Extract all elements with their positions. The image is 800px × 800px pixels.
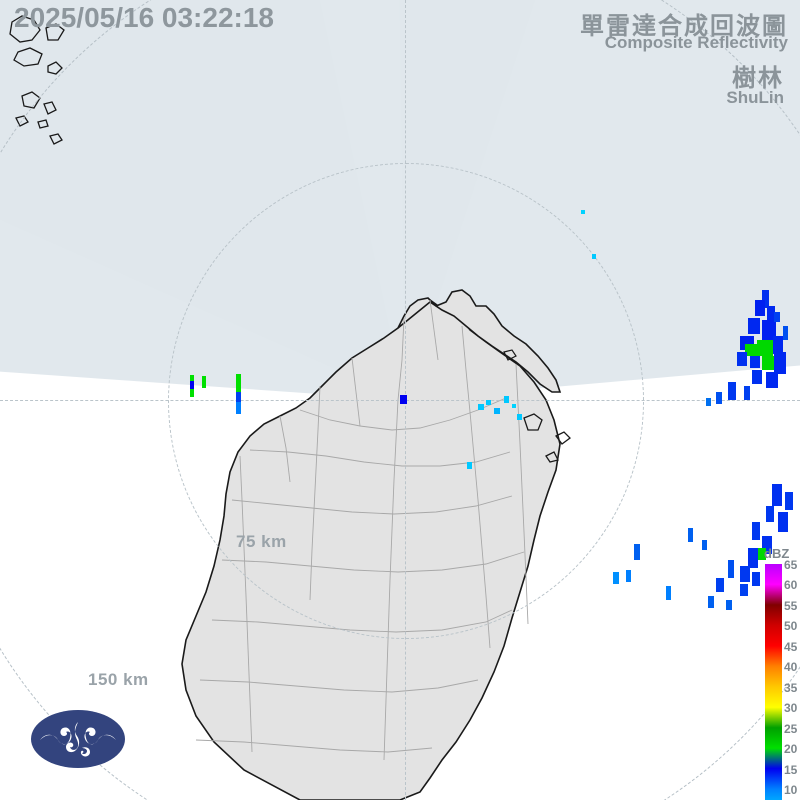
legend-color-bar xyxy=(765,564,782,800)
echo-cell xyxy=(592,254,596,259)
legend-tick-labels: 65605550454035302520151050 xyxy=(784,556,800,800)
echo-cell xyxy=(581,210,585,214)
echo-cell xyxy=(737,352,747,366)
echo-cell xyxy=(706,398,711,406)
echo-cell xyxy=(773,336,783,354)
echo-cell xyxy=(716,578,724,592)
echo-cell xyxy=(752,522,760,540)
legend-tick-10: 10 xyxy=(784,783,798,798)
station-name-en: ShuLin xyxy=(726,88,784,107)
range-ring-label-150km: 150 km xyxy=(88,670,149,689)
echo-cell xyxy=(708,596,714,608)
echo-cell xyxy=(702,540,707,550)
echo-cell xyxy=(750,356,760,368)
legend-tick-60: 60 xyxy=(784,578,798,593)
legend-tick-55: 55 xyxy=(784,598,798,613)
echo-cell xyxy=(504,396,509,403)
legend-tick-25: 25 xyxy=(784,721,798,736)
echo-cell xyxy=(762,290,769,308)
echo-cell xyxy=(202,376,206,388)
echo-cell xyxy=(740,584,748,596)
echo-cell xyxy=(755,300,765,316)
echo-cell xyxy=(745,344,757,356)
echo-cell xyxy=(766,506,774,522)
legend-tick-15: 15 xyxy=(784,762,798,777)
echo-cell xyxy=(400,395,407,404)
echo-cell xyxy=(236,374,241,402)
echo-cell xyxy=(748,318,760,334)
echo-cell xyxy=(772,484,782,506)
echo-cell xyxy=(740,566,750,582)
echo-cell xyxy=(785,492,793,510)
echo-cell xyxy=(626,570,631,582)
legend-tick-20: 20 xyxy=(784,742,798,757)
echo-cell xyxy=(757,340,773,356)
echo-cell xyxy=(758,548,766,560)
echo-cell xyxy=(774,312,780,322)
echo-cell xyxy=(634,544,640,560)
echo-cell xyxy=(767,306,775,328)
cwa-logo xyxy=(30,708,126,770)
echo-cell xyxy=(236,392,241,406)
echo-cell xyxy=(688,528,693,542)
echo-cell xyxy=(666,586,671,600)
echo-cell xyxy=(778,512,788,532)
echo-cell xyxy=(190,381,194,389)
echo-cell xyxy=(762,536,772,554)
echo-cell xyxy=(774,352,786,374)
echo-cell xyxy=(752,572,760,586)
station-name-zh: 樹林 xyxy=(732,65,784,92)
product-title-en: Composite Reflectivity xyxy=(604,33,788,52)
echo-cell xyxy=(517,414,522,420)
echo-cell xyxy=(486,400,491,405)
legend-tick-45: 45 xyxy=(784,639,798,654)
echo-cell xyxy=(766,372,778,388)
legend-tick-35: 35 xyxy=(784,680,798,695)
echo-cell xyxy=(478,404,484,410)
legend-tick-65: 65 xyxy=(784,558,798,572)
echo-cell xyxy=(783,326,788,340)
dbz-color-legend: dBZ 65605550454035302520151050 xyxy=(762,546,800,800)
echo-cell xyxy=(467,462,472,469)
echo-cell xyxy=(752,370,762,384)
echo-cell xyxy=(494,408,500,414)
echo-cell xyxy=(728,382,736,400)
echo-cell xyxy=(726,600,732,610)
legend-tick-40: 40 xyxy=(784,660,798,675)
echo-cell xyxy=(762,320,776,340)
echo-cell xyxy=(728,560,734,578)
product-title-zh: 單雷達合成回波圖 xyxy=(580,13,788,40)
legend-unit-label: dBZ xyxy=(764,546,790,561)
echo-cell xyxy=(512,404,516,408)
range-ring-label-75km: 75 km xyxy=(236,532,287,551)
echo-cell xyxy=(744,386,750,400)
legend-tick-50: 50 xyxy=(784,619,798,634)
timestamp-label: 2025/05/16 03:22:18 xyxy=(14,2,274,33)
echo-cell xyxy=(748,548,758,568)
echo-cell xyxy=(762,356,774,370)
echo-cell xyxy=(716,392,722,404)
legend-tick-30: 30 xyxy=(784,701,798,716)
echo-cell xyxy=(236,402,241,414)
echo-cell xyxy=(613,572,619,584)
